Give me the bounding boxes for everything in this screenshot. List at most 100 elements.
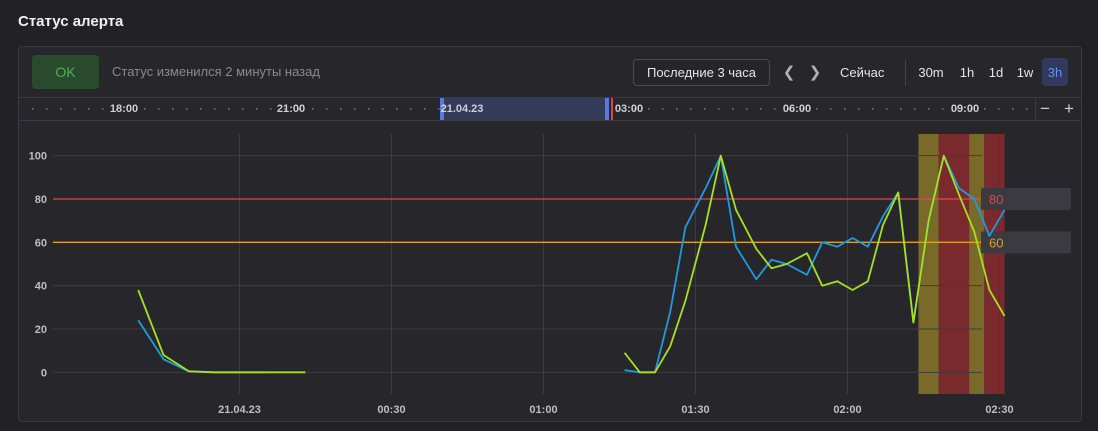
timeline-label: 21:00 xyxy=(276,103,306,115)
timeline-tick xyxy=(900,108,902,110)
x-tick-label: 02:00 xyxy=(833,404,861,416)
timeline-tick xyxy=(354,108,356,110)
page-title: Статус алерта xyxy=(18,13,124,30)
timeline-label: 18:00 xyxy=(109,103,139,115)
timeline-tick xyxy=(438,108,440,110)
timeline-tick xyxy=(396,108,398,110)
timeline-label: 03:00 xyxy=(614,103,644,115)
timeline-tick xyxy=(676,108,678,110)
timeline-tick xyxy=(704,108,706,110)
time-range-button[interactable]: Последние 3 часа xyxy=(633,59,770,86)
zoom-out-icon[interactable]: − xyxy=(1040,99,1050,118)
timeline-tick xyxy=(816,108,818,110)
chevron-left-icon[interactable]: ❮ xyxy=(782,64,796,81)
timeline-tick xyxy=(998,108,1000,110)
timeline-handle-left[interactable] xyxy=(440,98,444,120)
timeline-tick xyxy=(942,108,944,110)
timeline-label: 06:00 xyxy=(782,103,812,115)
x-tick-label: 01:30 xyxy=(681,404,709,416)
timeline-tick xyxy=(760,108,762,110)
y-tick-label: 0 xyxy=(41,367,47,379)
threshold-label: 80 xyxy=(989,192,1003,207)
timeline-tick xyxy=(648,108,650,110)
alert-band-crit xyxy=(984,134,1005,394)
timeline-tick xyxy=(382,108,384,110)
timeline-tick xyxy=(984,108,986,110)
timeline-tick xyxy=(158,108,160,110)
timeline-tick xyxy=(130,108,132,110)
timeline-tick xyxy=(634,108,636,110)
chevron-right-icon[interactable]: ❯ xyxy=(808,64,822,81)
timeline-tick xyxy=(844,108,846,110)
timeline-tick xyxy=(74,108,76,110)
y-tick-label: 80 xyxy=(35,194,47,206)
timeline-selection[interactable] xyxy=(442,98,607,120)
zoom-30m-button[interactable]: 30m xyxy=(918,64,944,80)
timeline-tick xyxy=(732,108,734,110)
timeline-tick xyxy=(970,108,972,110)
timeline-tick xyxy=(620,108,622,110)
zoom-1w-button[interactable]: 1w xyxy=(1016,64,1034,80)
alert-panel: OK Статус изменился 2 минуты назад После… xyxy=(18,46,1082,422)
x-tick-label: 21.04.23 xyxy=(218,404,261,416)
zoom-1d-button[interactable]: 1d xyxy=(988,64,1004,80)
timeline-tick xyxy=(186,108,188,110)
series-line xyxy=(623,154,1006,374)
timeline-tick xyxy=(1012,108,1014,110)
timeline-tick xyxy=(88,108,90,110)
series-line xyxy=(137,289,306,374)
timeline-tick xyxy=(368,108,370,110)
timeline-tick xyxy=(718,108,720,110)
timeline-tick xyxy=(410,108,412,110)
threshold-tag xyxy=(981,231,1071,254)
timeline-scrubber[interactable]: 18:00 21:00 21.04.23 03:00 06:00 09:00 −… xyxy=(19,97,1081,121)
status-badge[interactable]: OK xyxy=(32,55,99,89)
timeline-tick xyxy=(802,108,804,110)
x-tick-label: 02:30 xyxy=(985,404,1013,416)
timeline-tick xyxy=(242,108,244,110)
y-tick-label: 40 xyxy=(35,281,47,293)
timeline-tick xyxy=(46,108,48,110)
timeline-divider xyxy=(1035,98,1036,120)
timeline-tick xyxy=(116,108,118,110)
timeline-tick xyxy=(858,108,860,110)
toolbar: OK Статус изменился 2 минуты назад После… xyxy=(19,47,1081,97)
plot-area xyxy=(53,134,982,394)
timeline-tick xyxy=(284,108,286,110)
zoom-3h-button[interactable]: 3h xyxy=(1042,58,1068,86)
toolbar-divider xyxy=(905,59,906,86)
zoom-1h-button[interactable]: 1h xyxy=(959,64,975,80)
timeline-tick xyxy=(424,108,426,110)
timeline-tick xyxy=(914,108,916,110)
timeline-tick xyxy=(102,108,104,110)
timeline-label: 21.04.23 xyxy=(440,103,484,115)
x-tick-label: 01:00 xyxy=(529,404,557,416)
alert-band-crit xyxy=(938,134,970,394)
timeline-handle-right[interactable] xyxy=(605,98,609,120)
threshold-label: 60 xyxy=(989,235,1003,250)
status-changed-text: Статус изменился 2 минуты назад xyxy=(112,64,320,79)
timeline-tick xyxy=(228,108,230,110)
alert-chart: 0 20 40 60 80 100 21.04.23 00:30 01:00 01:30 02:00… xyxy=(29,134,1071,416)
timeline-tick xyxy=(788,108,790,110)
timeline-tick xyxy=(200,108,202,110)
timeline-tick xyxy=(312,108,314,110)
zoom-in-icon[interactable]: + xyxy=(1064,99,1074,118)
timeline-tick xyxy=(32,108,34,110)
now-button[interactable]: Сейчас xyxy=(840,65,885,80)
timeline-tick xyxy=(340,108,342,110)
timeline-tick xyxy=(60,108,62,110)
timeline-tick xyxy=(746,108,748,110)
timeline-tick xyxy=(326,108,328,110)
timeline-tick xyxy=(298,108,300,110)
y-tick-label: 20 xyxy=(35,324,47,336)
timeline-tick xyxy=(172,108,174,110)
threshold-tag xyxy=(981,188,1071,210)
timeline-label: 09:00 xyxy=(950,103,980,115)
timeline-tick xyxy=(690,108,692,110)
y-tick-label: 100 xyxy=(29,151,47,163)
timeline-tick xyxy=(1026,108,1028,110)
timeline-tick xyxy=(662,108,664,110)
timeline-tick xyxy=(956,108,958,110)
timeline-tick xyxy=(872,108,874,110)
